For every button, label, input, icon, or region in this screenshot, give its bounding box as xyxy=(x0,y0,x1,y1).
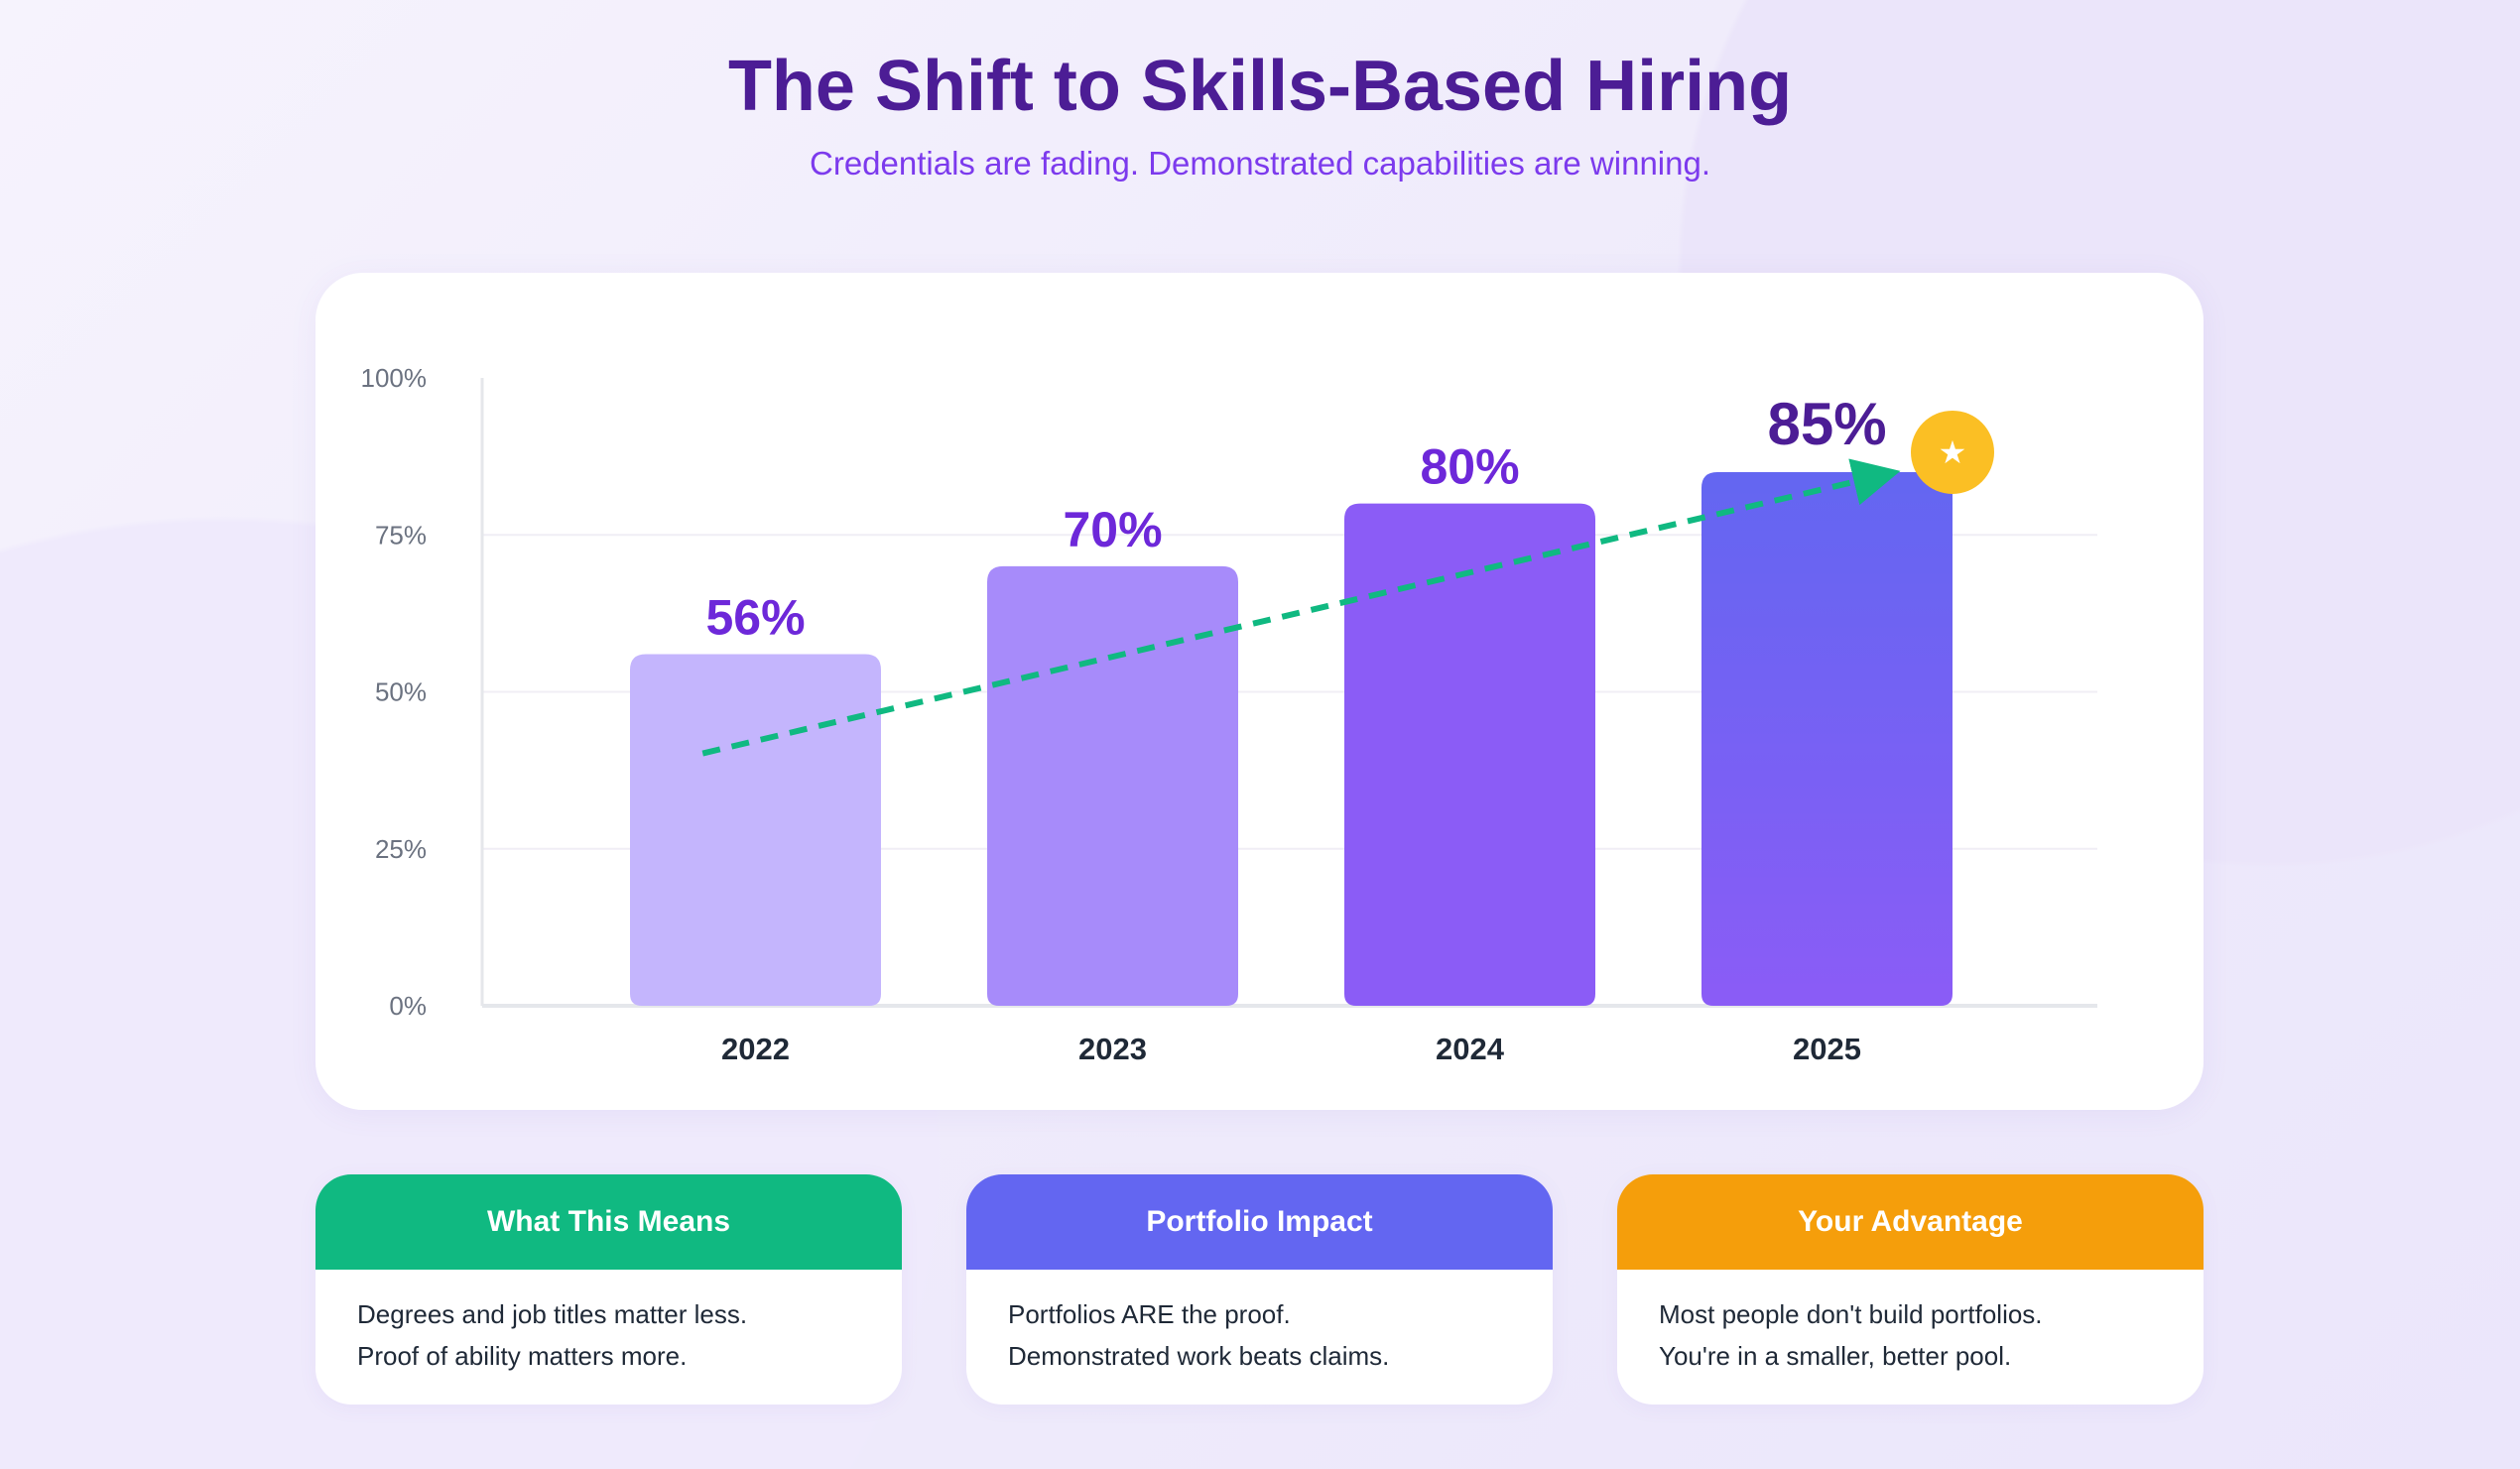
bar-2024 xyxy=(1344,503,1595,1006)
x-tick-label: 2023 xyxy=(1078,1032,1147,1066)
data-label: 56% xyxy=(705,590,805,646)
x-tick-label: 2024 xyxy=(1436,1032,1505,1066)
card-your-advantage: Your Advantage Most people don't build p… xyxy=(1617,1174,2204,1405)
card-portfolio-impact: Portfolio Impact Portfolios ARE the proo… xyxy=(966,1174,1553,1405)
card-body: Most people don't build portfolios. You'… xyxy=(1617,1270,2204,1401)
data-label: 70% xyxy=(1063,502,1162,557)
card-body: Portfolios ARE the proof. Demonstrated w… xyxy=(966,1270,1553,1401)
card-header: Portfolio Impact xyxy=(966,1174,1553,1270)
card-line: Portfolios ARE the proof. xyxy=(1008,1299,1291,1329)
y-tick-label: 25% xyxy=(375,834,427,864)
star-icon: ★ xyxy=(1939,433,1967,471)
y-tick-label: 0% xyxy=(389,991,427,1021)
y-tick-label: 50% xyxy=(375,677,427,707)
card-body: Degrees and job titles matter less. Proo… xyxy=(315,1270,902,1401)
data-label: 80% xyxy=(1420,439,1519,495)
x-tick-label: 2022 xyxy=(721,1032,790,1066)
bar-2022 xyxy=(630,654,881,1006)
card-line: Demonstrated work beats claims. xyxy=(1008,1341,1390,1371)
star-badge xyxy=(1911,410,1994,494)
card-header: Your Advantage xyxy=(1617,1174,2204,1270)
card-line: Degrees and job titles matter less. xyxy=(357,1299,748,1329)
page-subtitle: Credentials are fading. Demonstrated cap… xyxy=(810,145,1710,182)
card-line: Most people don't build portfolios. xyxy=(1659,1299,2043,1329)
y-tick-label: 100% xyxy=(361,363,428,393)
card-header: What This Means xyxy=(315,1174,902,1270)
bar-2025 xyxy=(1701,471,1953,1006)
trend-arrow xyxy=(701,458,1901,757)
y-tick-label: 75% xyxy=(375,520,427,550)
data-label: 85% xyxy=(1767,391,1886,457)
bar-2023 xyxy=(987,565,1238,1006)
card-line: Proof of ability matters more. xyxy=(357,1341,688,1371)
card-what-this-means: What This Means Degrees and job titles m… xyxy=(315,1174,902,1405)
x-tick-label: 2025 xyxy=(1793,1032,1861,1066)
card-line: You're in a smaller, better pool. xyxy=(1659,1341,2012,1371)
page-title: The Shift to Skills-Based Hiring xyxy=(727,47,1793,126)
